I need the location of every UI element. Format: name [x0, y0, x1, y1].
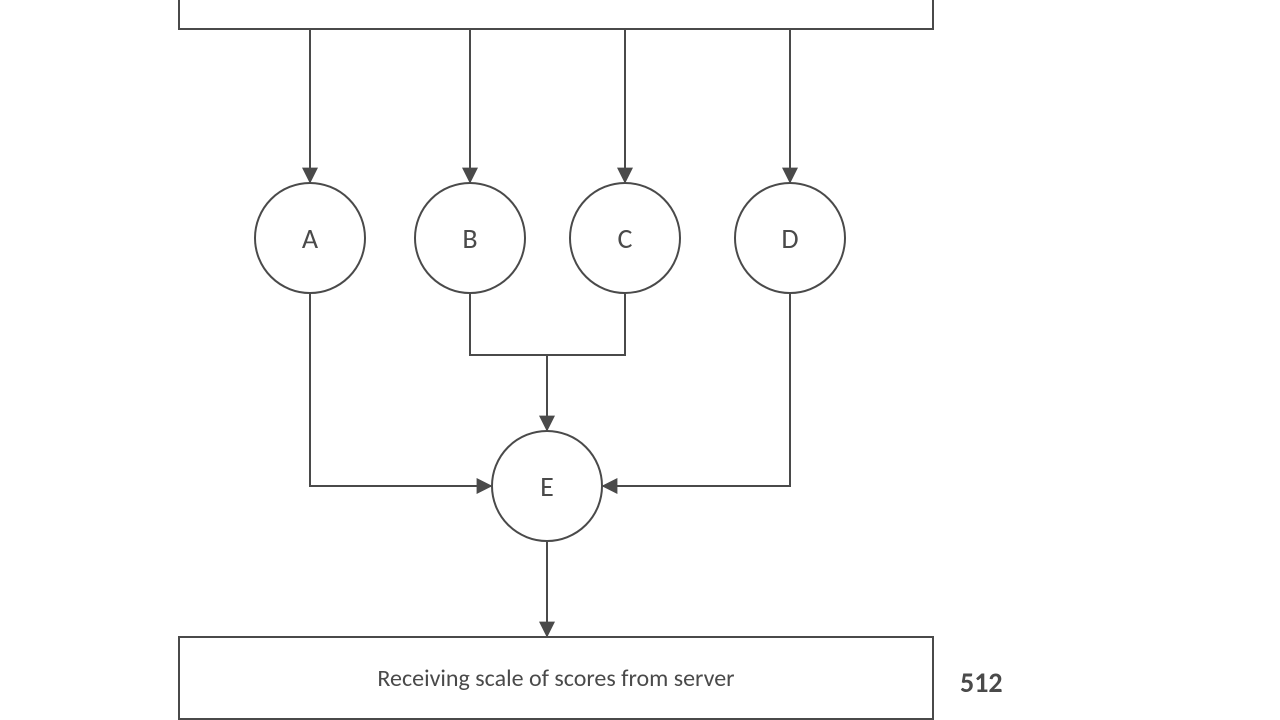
node-D: D — [734, 182, 846, 294]
flow-edges — [0, 0, 1280, 720]
ref-label-bottom_ref: 512 — [960, 665, 1003, 700]
node-B-label: B — [462, 221, 477, 256]
node-C-label: C — [618, 221, 633, 256]
node-C: C — [569, 182, 681, 294]
edge-A-E — [310, 294, 491, 486]
top-box — [178, 0, 934, 30]
node-A: A — [254, 182, 366, 294]
edge-C-mid — [547, 294, 625, 355]
bottom-box: Receiving scale of scores from server — [178, 636, 934, 720]
node-D-label: D — [781, 221, 798, 256]
bottom-box-text: Receiving scale of scores from server — [377, 664, 734, 693]
node-E-label: E — [540, 469, 554, 504]
edge-D-E — [603, 294, 790, 486]
edge-B-mid — [470, 294, 547, 355]
node-E: E — [491, 430, 603, 542]
node-A-label: A — [302, 221, 318, 256]
node-B: B — [414, 182, 526, 294]
